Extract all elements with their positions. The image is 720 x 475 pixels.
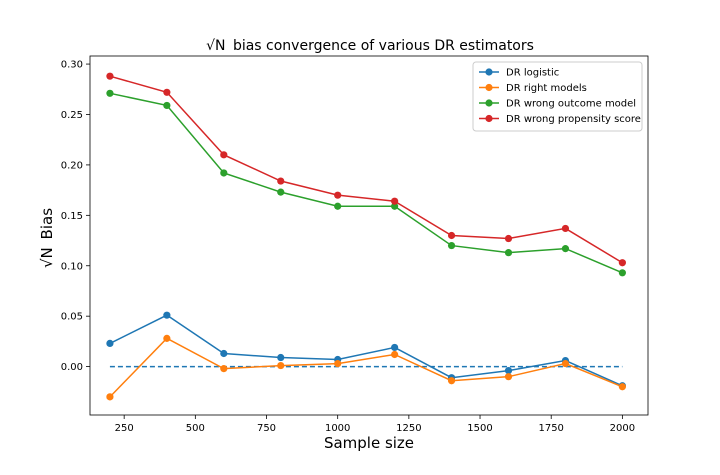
legend-marker	[485, 114, 493, 123]
y-tick-label: 0.30	[61, 60, 83, 71]
data-point	[561, 224, 570, 233]
data-point	[561, 359, 570, 368]
x-tick-label: 1250	[396, 423, 421, 434]
data-point	[163, 311, 171, 319]
data-point	[106, 339, 114, 348]
data-point	[220, 365, 228, 373]
legend-marker	[485, 99, 493, 107]
series-line	[109, 75, 623, 264]
legend-entry-3: DR wrong propensity score	[479, 114, 641, 125]
x-axis-label: Sample size	[324, 434, 414, 452]
axes-frame	[89, 55, 649, 416]
chart-title: √N bias convergence of various DR estima…	[206, 38, 534, 54]
y-tick-label: 0.10	[61, 261, 83, 272]
ylabel-sqrt-n: √N	[38, 247, 56, 268]
data-point	[277, 361, 285, 370]
x-tick-label: 750	[257, 423, 276, 434]
data-point	[334, 202, 342, 210]
legend-label: DR right models	[506, 83, 587, 94]
data-point	[504, 373, 513, 381]
y-tick-label: 0.25	[61, 110, 83, 121]
legend-label: DR wrong outcome model	[506, 99, 636, 110]
data-point	[277, 353, 285, 362]
data-point	[504, 249, 513, 257]
data-point	[334, 191, 342, 199]
data-point	[504, 234, 513, 243]
data-point	[220, 349, 228, 358]
data-point	[220, 169, 228, 177]
x-tick-label: 1000	[325, 423, 350, 434]
plot-area	[106, 72, 626, 401]
legend-box	[472, 61, 643, 132]
legend-entry-2: DR wrong outcome model	[479, 99, 636, 110]
y-tick-label: 0.20	[61, 160, 83, 171]
legend-label: DR wrong propensity score	[506, 114, 641, 125]
y-tick-label: 0.15	[61, 211, 83, 222]
data-point	[618, 383, 626, 391]
legend-entry-1: DR right models	[479, 83, 587, 94]
y-axis-label: √N Bias	[38, 208, 56, 268]
data-point	[277, 188, 285, 196]
legend-entry-0: DR logistic	[479, 68, 559, 79]
data-point	[391, 197, 399, 205]
axes: 250 500 750 1000 1250 1500 1750 2000 0.00 0.05 0.1…	[61, 55, 649, 434]
legend-marker	[485, 68, 493, 76]
data-point	[504, 367, 513, 375]
series-line	[109, 314, 623, 387]
y-tick-label: 0.00	[61, 362, 83, 373]
series-1	[106, 334, 626, 401]
series-line	[109, 337, 623, 398]
data-point	[163, 88, 171, 96]
ylabel-text: Bias	[38, 208, 56, 240]
legend: DR logistic DR right models DR wrong outco…	[472, 61, 643, 132]
title-text: bias convergence of various DR estimator…	[233, 38, 534, 54]
data-point	[618, 259, 626, 267]
data-point	[106, 393, 114, 401]
data-point	[163, 101, 171, 110]
data-point	[391, 343, 399, 352]
title-sqrt-n: √N	[206, 38, 225, 54]
data-point	[220, 151, 228, 159]
data-point	[618, 269, 626, 277]
x-tick-label: 250	[115, 423, 134, 434]
series-line	[109, 92, 623, 274]
data-point	[277, 177, 285, 185]
data-point	[106, 72, 114, 80]
data-point	[163, 334, 171, 342]
data-point	[106, 89, 114, 97]
series-0	[106, 311, 626, 390]
series-2	[106, 89, 626, 277]
data-point	[561, 245, 570, 253]
x-tick-label: 1750	[538, 423, 563, 434]
legend-label: DR logistic	[506, 68, 559, 79]
data-point	[447, 231, 456, 240]
legend-marker	[485, 83, 493, 92]
y-tick-label: 0.05	[61, 312, 83, 323]
x-tick-label: 2000	[610, 423, 635, 434]
data-point	[447, 241, 456, 250]
x-tick-label: 500	[186, 423, 205, 434]
series-3	[106, 72, 626, 267]
x-tick-label: 1500	[467, 423, 492, 434]
data-point	[447, 377, 456, 385]
data-point	[391, 350, 399, 359]
data-point	[334, 359, 342, 368]
data-point	[391, 202, 399, 210]
